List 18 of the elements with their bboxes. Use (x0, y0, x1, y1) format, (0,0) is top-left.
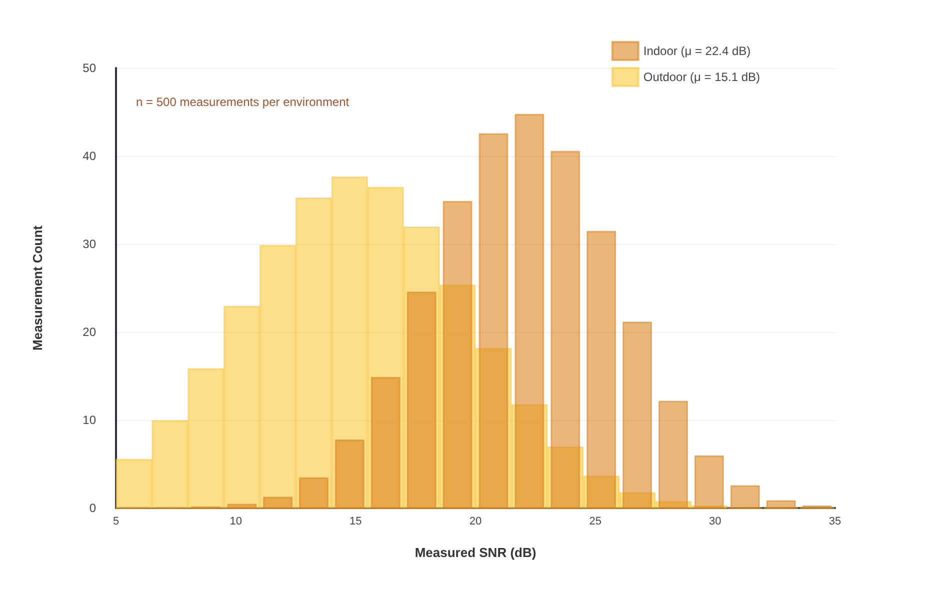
y-tick-label: 50 (82, 61, 96, 75)
y-tick-label: 10 (82, 413, 96, 427)
x-tick-label: 30 (709, 516, 722, 528)
x-tick-label: 5 (112, 516, 120, 528)
y-tick-label: 40 (82, 149, 96, 163)
x-tick-label: 20 (469, 516, 482, 528)
x-axis-title: Measured SNR (dB) (414, 545, 536, 560)
y-tick-label: 0 (89, 501, 96, 515)
x-tick-label: 15 (350, 516, 362, 528)
x-tick-label: 25 (589, 516, 602, 528)
x-tick-label: 35 (828, 516, 842, 528)
x-tick-label: 10 (230, 516, 242, 528)
annotation: n = 500 measurements per environment (136, 95, 350, 109)
legend-label: Indoor (μ = 22.4 dB) (643, 44, 751, 58)
y-axis-title: Measurement Count (30, 224, 45, 350)
legend-label: Outdoor (μ = 15.1 dB) (643, 70, 760, 84)
y-tick-label: 20 (82, 325, 96, 339)
y-tick-label: 30 (82, 237, 96, 251)
